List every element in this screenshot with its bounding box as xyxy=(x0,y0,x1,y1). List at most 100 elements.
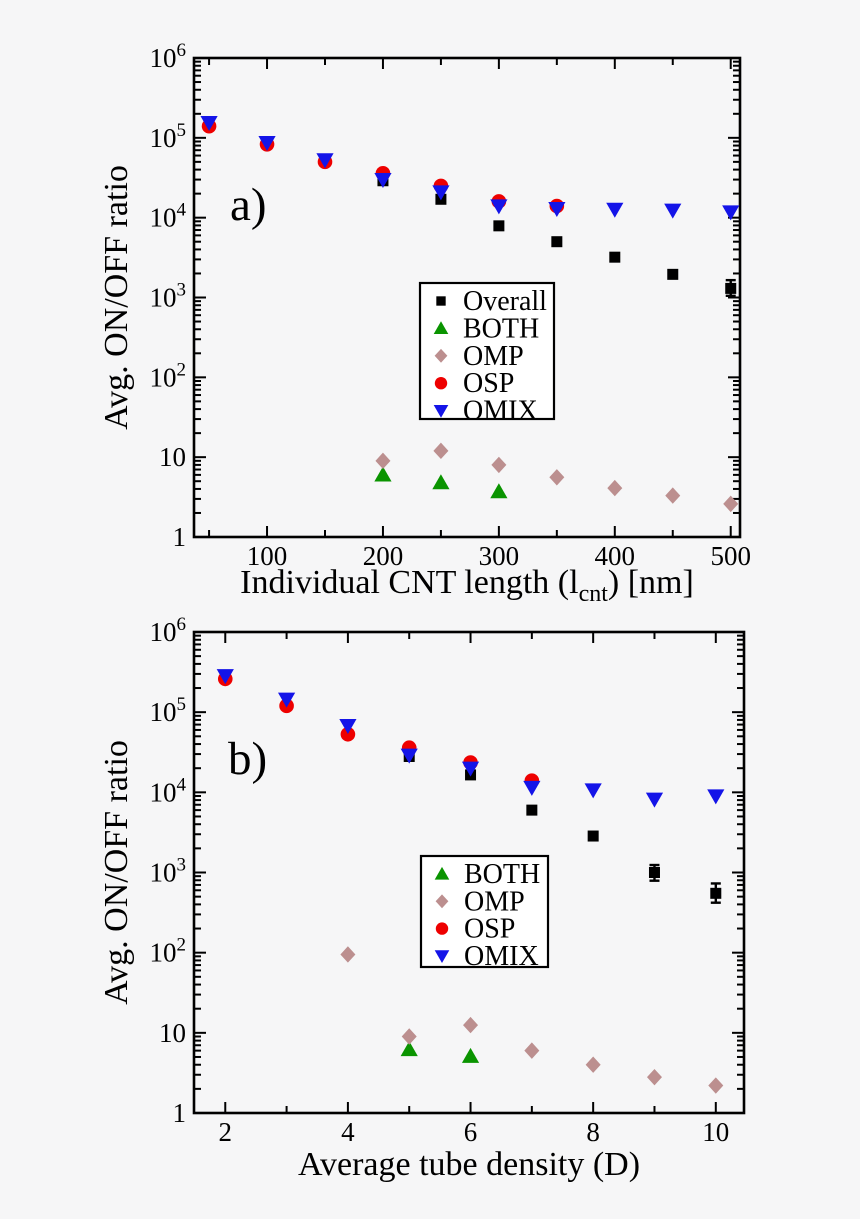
point-overall xyxy=(609,251,621,263)
y-tick-base: 10 xyxy=(159,1018,186,1048)
y-axis-title: Avg. ON/OFF ratio xyxy=(98,165,135,430)
y-tick-base: 10 xyxy=(150,617,177,647)
legend-label-both: BOTH xyxy=(463,313,539,344)
series-omp xyxy=(375,442,739,513)
point-omix xyxy=(258,136,276,152)
point-omix xyxy=(548,201,566,217)
point-omix xyxy=(277,692,296,708)
point-omix xyxy=(707,789,725,805)
point-omp xyxy=(340,946,356,963)
legend-marker-both xyxy=(434,866,450,880)
point-omix xyxy=(606,202,624,218)
point-omix xyxy=(490,199,508,215)
y-tick-label: 1 xyxy=(173,522,187,552)
point-omix xyxy=(400,748,418,764)
y-tick-base: 10 xyxy=(150,283,177,313)
point-overall xyxy=(648,867,660,878)
legend-marker-omp xyxy=(435,894,449,909)
point-omp xyxy=(708,1077,724,1094)
point-overall xyxy=(725,282,737,294)
x-tick-label: 2 xyxy=(219,1117,233,1147)
point-both xyxy=(490,483,508,499)
legend-label-osp: OSP xyxy=(463,368,514,399)
x-tick-label: 6 xyxy=(464,1117,478,1147)
point-overall xyxy=(551,236,563,248)
point-omix xyxy=(374,172,392,188)
y-tick-label: 102 xyxy=(150,935,187,968)
point-both xyxy=(374,466,392,482)
point-omp xyxy=(524,1042,540,1059)
point-omix xyxy=(432,185,450,201)
panel-label-b: b) xyxy=(228,733,267,785)
point-omix xyxy=(316,153,334,169)
legend-label-overall: Overall xyxy=(463,286,547,317)
y-tick-base: 1 xyxy=(173,522,187,552)
point-omix xyxy=(339,718,357,734)
x-title-main: Individual CNT length (l xyxy=(240,564,578,601)
point-overall xyxy=(667,268,679,280)
point-omp xyxy=(585,1056,601,1073)
legend-marker-both xyxy=(433,321,449,335)
y-tick-base: 10 xyxy=(150,697,177,727)
y-tick-base: 10 xyxy=(150,858,177,888)
y-axis-title: Avg. ON/OFF ratio xyxy=(98,740,135,1005)
y-tick-base: 10 xyxy=(150,123,177,153)
legend-marker-omix xyxy=(433,404,449,418)
point-overall xyxy=(710,887,722,899)
series-omix xyxy=(216,669,725,808)
legend-label-omp: OMP xyxy=(463,341,524,372)
legend-label-omix: OMIX xyxy=(463,396,538,427)
legend-marker-osp xyxy=(435,922,449,935)
y-tick-label: 106 xyxy=(150,40,187,73)
point-omix xyxy=(645,792,664,808)
x-title-suffix: ) [nm] xyxy=(608,564,694,601)
point-omix xyxy=(722,205,740,221)
y-tick-exponent: 2 xyxy=(177,935,187,956)
point-omix xyxy=(584,783,602,799)
point-osp xyxy=(340,726,356,742)
panel-label-a: a) xyxy=(230,179,267,231)
legend-marker-osp xyxy=(434,376,448,390)
legend-marker-omp xyxy=(434,348,448,363)
series-omp xyxy=(340,946,724,1094)
legend-label-omp: OMP xyxy=(464,886,525,917)
point-omix xyxy=(216,669,234,685)
point-both xyxy=(461,1047,480,1063)
x-tick-label: 8 xyxy=(586,1117,600,1147)
series-both xyxy=(400,1041,480,1063)
y-tick-exponent: 5 xyxy=(177,120,187,141)
y-tick-label: 106 xyxy=(150,614,187,647)
y-tick-exponent: 5 xyxy=(177,694,187,715)
point-omp xyxy=(665,487,681,504)
y-tick-exponent: 6 xyxy=(177,40,187,61)
y-tick-base: 1 xyxy=(173,1098,187,1128)
point-overall xyxy=(587,830,599,842)
y-tick-base: 10 xyxy=(150,777,177,807)
y-tick-base: 10 xyxy=(150,938,177,968)
y-tick-label: 105 xyxy=(150,694,187,727)
x-title-main: Average tube density (D) xyxy=(298,1146,640,1183)
legend-label-omix: OMIX xyxy=(464,941,539,972)
y-tick-exponent: 3 xyxy=(177,280,187,301)
point-omp xyxy=(401,1028,417,1045)
y-tick-base: 10 xyxy=(150,43,177,73)
y-tick-label: 10 xyxy=(159,442,186,472)
point-overall xyxy=(493,220,505,232)
x-tick-label: 500 xyxy=(710,541,751,571)
x-axis-title: Individual CNT length (lcnt) [nm] xyxy=(240,564,694,607)
legend-marker-overall xyxy=(436,296,446,306)
y-tick-base: 10 xyxy=(159,442,186,472)
y-tick-base: 10 xyxy=(150,362,177,392)
plot-frame xyxy=(192,56,742,539)
point-overall xyxy=(526,804,538,816)
point-omp xyxy=(433,442,449,460)
legend-label-both: BOTH xyxy=(464,859,540,890)
legend-label-osp: OSP xyxy=(464,914,515,945)
point-omp xyxy=(646,1068,662,1086)
series-overall xyxy=(377,175,737,298)
x-tick-label: 4 xyxy=(341,1117,355,1147)
